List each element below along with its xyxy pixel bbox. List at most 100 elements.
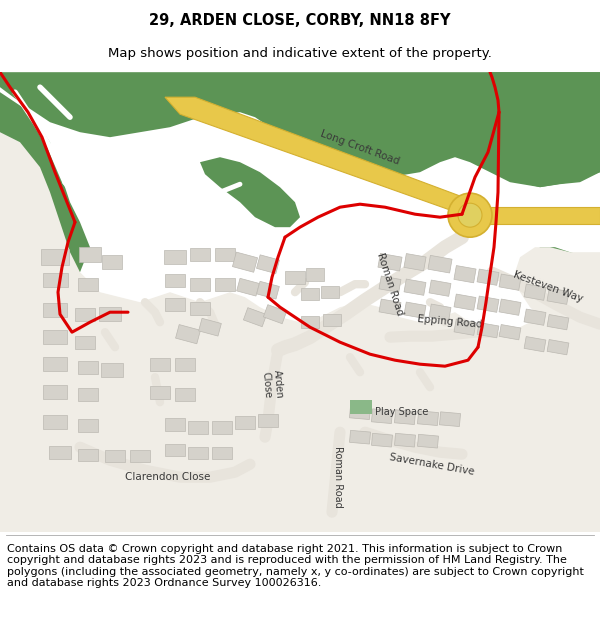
Polygon shape: [43, 303, 67, 317]
Polygon shape: [99, 307, 121, 321]
Polygon shape: [150, 357, 170, 371]
Polygon shape: [43, 357, 67, 371]
Polygon shape: [43, 385, 67, 399]
Polygon shape: [477, 296, 499, 312]
Polygon shape: [468, 208, 600, 224]
Polygon shape: [306, 268, 324, 281]
Text: Roman Road: Roman Road: [333, 446, 343, 508]
Polygon shape: [130, 450, 150, 462]
Polygon shape: [165, 97, 490, 224]
Polygon shape: [524, 309, 546, 326]
Text: Map shows position and indicative extent of the property.: Map shows position and indicative extent…: [108, 48, 492, 61]
Polygon shape: [150, 386, 170, 399]
Polygon shape: [428, 256, 452, 273]
Polygon shape: [78, 278, 98, 291]
Polygon shape: [257, 281, 280, 299]
Polygon shape: [379, 276, 401, 292]
Polygon shape: [176, 324, 200, 344]
Polygon shape: [547, 339, 569, 355]
Polygon shape: [524, 284, 546, 301]
Polygon shape: [429, 280, 451, 296]
Polygon shape: [199, 318, 221, 336]
Text: Savernake Drive: Savernake Drive: [389, 452, 475, 477]
Circle shape: [458, 203, 482, 227]
Polygon shape: [454, 319, 476, 336]
Polygon shape: [78, 449, 98, 461]
Polygon shape: [301, 316, 319, 328]
Polygon shape: [439, 412, 461, 426]
Polygon shape: [190, 248, 210, 261]
Polygon shape: [454, 294, 476, 311]
Text: Kesteven Way: Kesteven Way: [512, 270, 584, 304]
Polygon shape: [379, 299, 401, 316]
Polygon shape: [49, 446, 71, 459]
Text: 29, ARDEN CLOSE, CORBY, NN18 8FY: 29, ARDEN CLOSE, CORBY, NN18 8FY: [149, 12, 451, 28]
Polygon shape: [394, 410, 416, 424]
Polygon shape: [0, 72, 600, 188]
Polygon shape: [78, 419, 98, 432]
Text: Epping Road: Epping Road: [417, 314, 483, 330]
Polygon shape: [395, 433, 415, 447]
Polygon shape: [212, 421, 232, 434]
Polygon shape: [350, 431, 370, 444]
Polygon shape: [525, 72, 600, 352]
Polygon shape: [285, 271, 305, 284]
Polygon shape: [75, 308, 95, 321]
Polygon shape: [200, 157, 300, 227]
Text: Play Space: Play Space: [375, 408, 428, 418]
Polygon shape: [0, 132, 600, 532]
Polygon shape: [43, 330, 67, 344]
Polygon shape: [212, 448, 232, 459]
Text: Arden
Close: Arden Close: [260, 369, 284, 399]
Polygon shape: [477, 322, 499, 338]
Polygon shape: [429, 304, 451, 321]
Polygon shape: [499, 274, 521, 291]
Polygon shape: [257, 255, 280, 274]
Polygon shape: [165, 298, 185, 311]
Polygon shape: [190, 302, 210, 315]
Polygon shape: [524, 336, 546, 352]
Polygon shape: [43, 273, 67, 288]
Polygon shape: [102, 255, 122, 269]
Text: Clarendon Close: Clarendon Close: [125, 472, 211, 482]
Polygon shape: [175, 357, 195, 371]
Polygon shape: [75, 336, 95, 349]
Polygon shape: [547, 288, 569, 304]
Polygon shape: [404, 254, 426, 271]
Polygon shape: [490, 72, 600, 188]
Polygon shape: [236, 278, 259, 296]
Polygon shape: [165, 274, 185, 287]
Polygon shape: [454, 266, 476, 283]
Polygon shape: [371, 409, 392, 424]
Polygon shape: [79, 247, 101, 262]
Polygon shape: [404, 279, 426, 296]
Polygon shape: [404, 302, 426, 318]
Polygon shape: [349, 405, 371, 419]
Polygon shape: [418, 411, 439, 426]
Polygon shape: [105, 450, 125, 462]
Polygon shape: [258, 414, 278, 427]
Polygon shape: [477, 269, 499, 286]
Polygon shape: [378, 253, 402, 271]
Polygon shape: [350, 400, 372, 414]
Polygon shape: [499, 324, 521, 340]
Polygon shape: [190, 278, 210, 291]
Polygon shape: [371, 433, 392, 447]
Polygon shape: [165, 444, 185, 456]
Polygon shape: [188, 421, 208, 434]
Polygon shape: [78, 361, 98, 374]
Polygon shape: [244, 308, 266, 327]
Polygon shape: [0, 72, 90, 312]
Polygon shape: [215, 248, 235, 261]
Polygon shape: [301, 288, 319, 300]
Polygon shape: [78, 388, 98, 401]
Polygon shape: [175, 388, 195, 401]
Polygon shape: [263, 304, 287, 324]
Polygon shape: [188, 448, 208, 459]
Polygon shape: [232, 252, 257, 272]
Polygon shape: [321, 286, 339, 298]
Polygon shape: [43, 415, 67, 429]
Text: Long Croft Road: Long Croft Road: [319, 128, 401, 166]
Circle shape: [448, 193, 492, 237]
Polygon shape: [41, 249, 69, 265]
